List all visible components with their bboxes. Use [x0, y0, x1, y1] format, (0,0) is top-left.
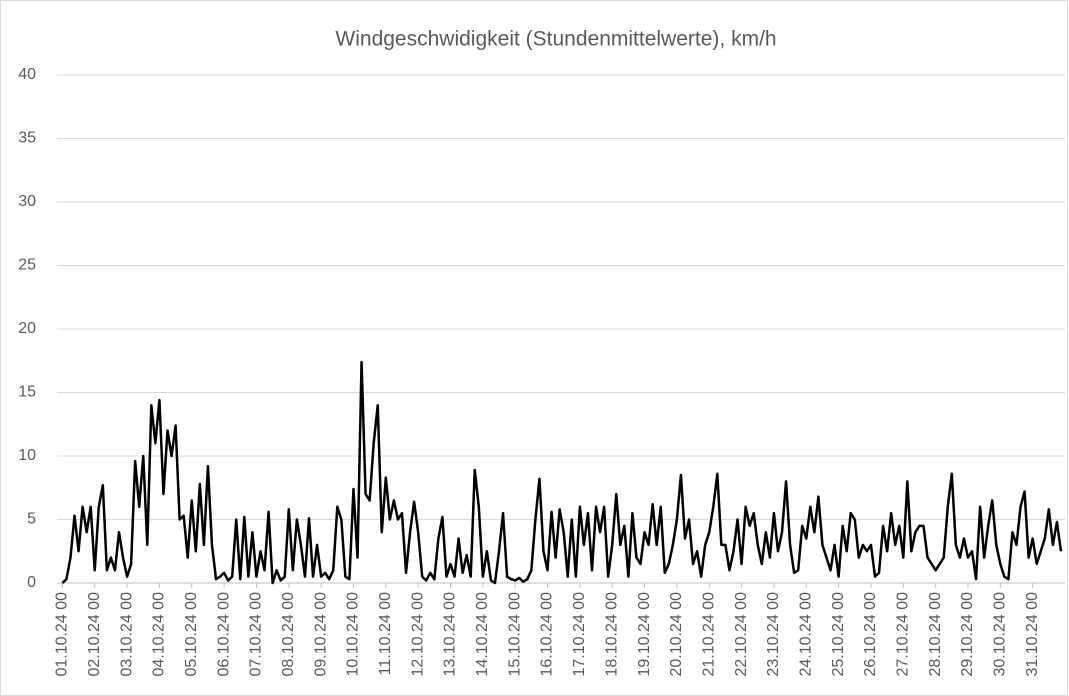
- y-tick-label: 25: [18, 257, 36, 274]
- x-tick-label: 26.10.24 00: [862, 592, 879, 677]
- x-tick-label: 05.10.24 00: [183, 592, 200, 677]
- x-tick-label: 10.10.24 00: [345, 592, 362, 677]
- x-tick-label: 07.10.24 00: [248, 592, 265, 677]
- x-tick-label: 31.10.24 00: [1024, 592, 1041, 677]
- x-tick-label: 15.10.24 00: [506, 592, 523, 677]
- y-tick-label: 35: [18, 130, 36, 147]
- x-tick-label: 17.10.24 00: [571, 592, 588, 677]
- chart-title: Windgeschwidigkeit (Stundenmittelwerte),…: [335, 28, 776, 51]
- x-tick-label: 09.10.24 00: [312, 592, 329, 677]
- x-tick-label: 19.10.24 00: [636, 592, 653, 677]
- x-tick-label: 30.10.24 00: [992, 592, 1009, 677]
- x-tick-label: 01.10.24 00: [54, 592, 71, 677]
- x-tick-label: 04.10.24 00: [151, 592, 168, 677]
- y-tick-label: 20: [18, 320, 36, 337]
- x-tick-label: 14.10.24 00: [474, 592, 491, 677]
- x-tick-label: 18.10.24 00: [603, 592, 620, 677]
- y-tick-label: 10: [18, 447, 36, 464]
- x-tick-label: 25.10.24 00: [830, 592, 847, 677]
- x-tick-label: 24.10.24 00: [797, 592, 814, 677]
- y-tick-label: 30: [18, 193, 36, 210]
- x-tick-label: 03.10.24 00: [118, 592, 135, 677]
- data-line: [61, 360, 1063, 585]
- y-tick-label: 5: [27, 511, 36, 528]
- x-tick-label: 23.10.24 00: [765, 592, 782, 677]
- x-tick-label: 27.10.24 00: [895, 592, 912, 677]
- x-tick-label: 11.10.24 00: [377, 592, 394, 675]
- x-tick-label: 12.10.24 00: [409, 592, 426, 677]
- x-tick-label: 16.10.24 00: [539, 592, 556, 677]
- x-tick-label: 21.10.24 00: [700, 592, 717, 677]
- x-tick-label: 08.10.24 00: [280, 592, 297, 677]
- x-tick-label: 13.10.24 00: [442, 592, 459, 677]
- x-tick-label: 02.10.24 00: [86, 592, 103, 677]
- y-tick-label: 40: [18, 66, 36, 83]
- y-tick-label: 15: [18, 384, 36, 401]
- y-tick-label: 0: [27, 574, 36, 591]
- x-tick-label: 22.10.24 00: [733, 592, 750, 677]
- x-tick-label: 20.10.24 00: [668, 592, 685, 677]
- x-tick-label: 06.10.24 00: [215, 592, 232, 677]
- x-tick-label: 28.10.24 00: [927, 592, 944, 677]
- x-tick-label: 29.10.24 00: [959, 592, 976, 677]
